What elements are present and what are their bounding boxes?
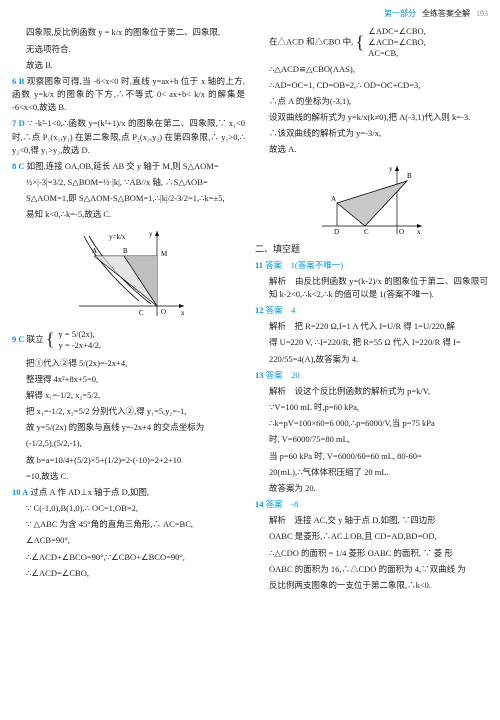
q9: 9 C 联立 { y = 5/(2x), y = -2x+4/2, — [12, 326, 245, 354]
q10-num: 10 A — [12, 487, 28, 497]
intro-line: 无选项符合. — [26, 43, 245, 56]
r-l7: 故选 A. — [255, 143, 488, 156]
q7: 7 D ∵ -k²-1<0,∴函数 y=(k²+1)/x 的图象在第二、四象限,… — [12, 117, 245, 157]
content-columns: 四象限,反比例函数 y = k/x 的图象位于第二、四象限, 无选项符合. 故选… — [12, 26, 488, 595]
q13-l3: ∴k=pV=100×60=6 000,∴p=6000/V,当 p=75 kPa — [255, 417, 488, 430]
q9-s4: 把 x₁=-1/2, x₂=5/2 分别代入②,得 y₁=5,y₂=-1, — [12, 405, 245, 418]
header-title: 全练答案全解 — [422, 8, 470, 20]
q14-num: 14 — [255, 499, 264, 509]
svg-text:x: x — [417, 228, 421, 236]
intro-line: 四象限,反比例函数 y = k/x 的图象位于第二、四象限, — [26, 26, 245, 39]
q13-l6: 20(mL),∴气体体积压缩了 20 mL. — [255, 466, 488, 479]
q14-l2: OABC 是菱形,∴AC⊥OB,且 CD=AD,BD=OD, — [255, 530, 488, 543]
figure-2: A B C D O x y — [317, 161, 427, 239]
right-column: 在△ACD 和△CBO 中, { ∠ADC=∠CBO, ∠ACD=∠CBO, A… — [255, 26, 488, 595]
header-page: 193 — [476, 8, 488, 20]
q14-l3: ∴△CDO 的面积 = 1/4 菱形 OABC 的面积, ∵ 菱 形 — [255, 547, 488, 560]
fig1-O: O — [161, 308, 166, 316]
intro-line: 故选 B. — [26, 59, 245, 72]
q12-num: 12 — [255, 305, 264, 315]
left-column: 四象限,反比例函数 y = k/x 的图象位于第二、四象限, 无选项符合. 故选… — [12, 26, 245, 595]
fig1-M: M — [161, 250, 168, 258]
q13-l1: 解析 设这个反比例函数的解析式为 p=k/V, — [255, 385, 488, 398]
svg-text:C: C — [364, 228, 369, 236]
q14-l1: 解析 连接 AC,交 y 轴于点 D,如图, ∵四边形 — [255, 514, 488, 527]
r-l3: ∴AD=OC=1, CD=OB=2,∴ OD=OC+CD=3, — [255, 79, 488, 92]
q14-ans: 答案 -8 — [266, 499, 299, 509]
q11: 11 答案 1(答案不唯一) — [255, 259, 488, 272]
q9-num: 9 C — [12, 334, 25, 344]
q8-end: S△AOM=1,即 S△AOM-S△BOM=1,∴|k|/2-3/2=1,∴k=… — [12, 192, 245, 205]
q13-l2: ∵V=100 mL 时,p=60 kPa, — [255, 401, 488, 414]
q6-num: 6 B — [12, 76, 24, 86]
q13-ans: 答案 20 — [266, 370, 300, 380]
q7-body: ∵ -k²-1<0,∴函数 y=(k²+1)/x 的图象在第二、四象限,∵ x₁… — [12, 118, 245, 154]
q9-s7: 故 b=a=10/4+(5/2)×5+(1/2)=2-(-10)=2+2+10 — [12, 454, 245, 467]
q11-num: 11 — [255, 260, 263, 270]
q8-tail: 易知 k<0,∴k=-5,故选 C. — [12, 208, 245, 221]
q10-l3: ∵ △ABC 为含 45°角的直角三角形,∴ AC=BC, — [12, 518, 245, 531]
q10-l4: ∠ACB=90°, — [12, 534, 245, 547]
q12-l1: 解析 把 R=220 Ω,I=1 A 代入 I=U/R 得 1=U/220,解 — [255, 320, 488, 333]
q8-num: 8 C — [12, 161, 25, 171]
q9-s8: =10,故选 C. — [12, 470, 245, 483]
q8-mid: ½×|-3|=3/2, S△BOM=½·|k|, ∵AB//x 轴, ∴S△AO… — [12, 176, 245, 189]
r-l4: ∴点 A 的坐标为(-3,1), — [255, 95, 488, 108]
r-l1: 在△ACD 和△CBO 中, { ∠ADC=∠CBO, ∠ACD=∠CBO, A… — [255, 26, 488, 59]
q14-l5: 反比例两支图象的一支位于第二象限,∴k<0. — [255, 579, 488, 592]
header-part: 第一部分 — [384, 8, 416, 20]
figure-1: A B M O C x y y=k/x — [69, 226, 189, 322]
q10-l5: ∴∠ACD+∠BCO=90°,∵∠CBO+∠BCO=90°, — [12, 551, 245, 564]
q12: 12 答案 4 — [255, 304, 488, 317]
svg-text:B: B — [407, 172, 412, 180]
q9-e1: y = 5/(2x), — [59, 329, 95, 339]
q9-s1: 把①代入②得 5/(2x)=-2x+4, — [12, 357, 245, 370]
q12-ans: 答案 4 — [266, 305, 296, 315]
q13-l4: 时, V=6000/75=80 mL, — [255, 433, 488, 446]
q11-ans: 答案 1(答案不唯一) — [265, 260, 343, 270]
q12-l3: 220/55=4(A),故答案为 4. — [255, 353, 488, 366]
q9-s6: (-1/2,5),(5/2,-1), — [12, 437, 245, 450]
svg-text:y=k/x: y=k/x — [109, 233, 126, 241]
r-l5: 设双曲线的解析式为 y=k/x(k≠0),把 A(-3,1)代入则 k=-3. — [255, 111, 488, 124]
section-fill: 二、填空题 — [255, 243, 488, 257]
q11-body: 解析 由反比例函数 y=(k-2)/x 的图象位于第二、四象限可知 k-2<0,… — [255, 275, 488, 301]
svg-text:y: y — [389, 165, 393, 173]
q14-l4: OABC 的面积为 16,∴△CDO 的面积为 4,∵双曲线 为 — [255, 563, 488, 576]
fig1-B: B — [123, 247, 128, 255]
svg-text:D: D — [334, 228, 339, 236]
q6: 6 B 观察图象可得,当 -6<x<0 时,直线 y=ax+b 位于 x 轴的上… — [12, 75, 245, 115]
svg-text:A: A — [331, 195, 336, 203]
q13-num: 13 — [255, 370, 264, 380]
q10-l6: ∴∠ACD=∠CBO, — [12, 567, 245, 580]
page-header: 第一部分 全练答案全解 193 — [12, 8, 488, 20]
q13-l7: 故答案为 20. — [255, 482, 488, 495]
fig1-y: y — [149, 230, 153, 238]
q13: 13 答案 20 — [255, 369, 488, 382]
r-l6: ∴该双曲线的解析式为 y=-3/x, — [255, 127, 488, 140]
q9-s3: 解得 x₁=-1/2, x₂=5/2, — [12, 389, 245, 402]
q8-start: 如图,连接 OA,OB,延长 AB 交 y 轴于 M,则 S△AOM= — [27, 161, 219, 171]
q14: 14 答案 -8 — [255, 498, 488, 511]
fig1-C: C — [139, 309, 144, 317]
q9-s5: 故 y=5/(2x) 的图象与直线 y=-2x+4 的交点坐标为 — [12, 421, 245, 434]
q10: 10 A 过点 A 作 AD⊥x 轴于点 D,如图, — [12, 486, 245, 499]
q12-l2: 得 U=220 V, ∴I=220/R, 把 R=55 Ω 代入 I=220/R… — [255, 336, 488, 349]
q7-num: 7 D — [12, 118, 25, 128]
r-l2: ∴△ACD≌△CBO(AAS), — [255, 63, 488, 76]
q10-l1: 过点 A 作 AD⊥x 轴于点 D,如图, — [30, 487, 149, 497]
fig1-A: A — [92, 247, 97, 255]
q9-e2: y = -2x+4/2, — [59, 340, 101, 350]
q9-s2: 整理得 4x²+8x+5=0, — [12, 373, 245, 386]
q6-body: 观察图象可得,当 -6<x<0 时,直线 y=ax+b 位于 x 轴的上方,函数… — [12, 76, 245, 112]
fig1-x: x — [181, 309, 185, 317]
q13-l5: 当 p=60 kPa 时, V=6000/60=60 mL, 80-60= — [255, 450, 488, 463]
q10-l2: ∵ C(-1,0),B(1,0),∴ OC=1,OB=2, — [12, 502, 245, 515]
q8: 8 C 如图,连接 OA,OB,延长 AB 交 y 轴于 M,则 S△AOM= — [12, 160, 245, 173]
svg-text:O: O — [399, 228, 404, 236]
